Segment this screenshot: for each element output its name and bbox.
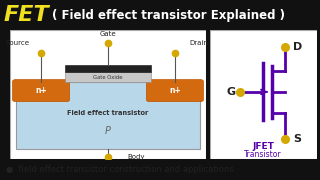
Bar bbox=[15, 82, 201, 149]
Text: Transistor: Transistor bbox=[244, 150, 282, 159]
FancyBboxPatch shape bbox=[146, 80, 204, 102]
Text: Field effect transistor: Field effect transistor bbox=[68, 110, 148, 116]
Bar bbox=[65, 73, 151, 82]
Text: Gate Oxide: Gate Oxide bbox=[93, 75, 123, 80]
Text: S: S bbox=[293, 134, 301, 144]
FancyBboxPatch shape bbox=[12, 80, 70, 102]
Text: P: P bbox=[105, 126, 111, 136]
Text: Drain: Drain bbox=[189, 40, 208, 46]
Text: FET: FET bbox=[4, 5, 50, 25]
Text: Body: Body bbox=[128, 154, 145, 160]
Text: G: G bbox=[227, 87, 236, 97]
Bar bbox=[65, 65, 151, 73]
Text: n+: n+ bbox=[169, 86, 181, 95]
Text: Source: Source bbox=[5, 40, 29, 46]
Text: ●  field effect transistor construction and applications: ● field effect transistor construction a… bbox=[6, 165, 234, 174]
Text: JFET: JFET bbox=[252, 142, 274, 151]
Text: Gate: Gate bbox=[100, 31, 116, 37]
Text: D: D bbox=[293, 42, 302, 51]
Text: ( Field effect transistor Explained ): ( Field effect transistor Explained ) bbox=[52, 9, 285, 22]
Text: n+: n+ bbox=[35, 86, 47, 95]
